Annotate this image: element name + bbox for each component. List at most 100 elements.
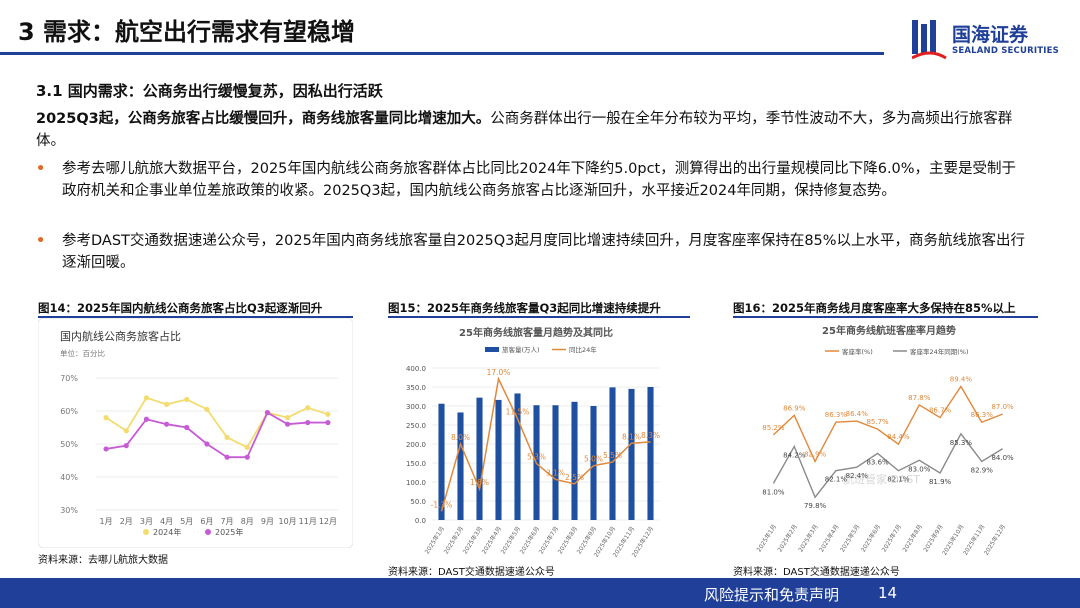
y-tick-label: 400.0 [406, 365, 426, 373]
data-label: 82.1% [887, 476, 910, 484]
y-tick-label: 350.0 [406, 384, 426, 392]
data-point [103, 415, 109, 421]
data-point [163, 401, 170, 407]
data-label: 8.3% [641, 431, 660, 440]
data-label: 85.3% [950, 439, 973, 447]
data-label: 86.3% [825, 411, 848, 419]
data-point [143, 395, 150, 401]
y-tick-label: 0.0 [415, 517, 426, 525]
x-tick-label: 1月 [100, 517, 113, 526]
legend-label: 2025年 [215, 527, 243, 537]
x-tick-label: 2025年2月 [776, 523, 799, 554]
x-tick-label: 9月 [261, 517, 274, 526]
y-tick-label: 100.0 [406, 479, 426, 487]
data-point [123, 443, 129, 449]
chart-title: 国内航线公商务旅客占比 [60, 329, 181, 343]
chart-business-share: 国内航线公商务旅客占比 单位：百分比 30% 40% 50% 60% 70% 1月 2月 3… [38, 318, 353, 548]
data-label: 2.5% [565, 473, 584, 482]
y-tick-label: 150.0 [406, 460, 426, 468]
figure-source: 资料来源：DAST交通数据速递公众号 [388, 567, 555, 578]
figure-source: 资料来源：去哪儿航旅大数据 [38, 555, 168, 566]
data-label: 84.4% [887, 433, 910, 441]
bar [457, 412, 464, 520]
y-tick-label: 200.0 [406, 441, 426, 449]
y-tick-label: 60% [60, 407, 78, 416]
series-line [772, 432, 1003, 499]
legend-marker [485, 347, 499, 352]
data-point [123, 428, 129, 434]
data-label: 86.9% [783, 404, 806, 412]
bar [495, 399, 502, 520]
bar [552, 405, 559, 520]
data-label: 81.9% [929, 478, 952, 486]
x-tick-label: 12月 [319, 517, 337, 526]
chart-title: 25年商务线航班客座率月趋势 [822, 324, 956, 337]
data-point [163, 421, 170, 427]
x-tick-label: 7月 [221, 517, 234, 526]
x-tick-label: 2025年4月 [817, 523, 840, 554]
bar [628, 388, 635, 520]
figure-source: 资料来源：DAST交通数据速递公众号 [733, 567, 900, 578]
chart-frame [38, 318, 353, 548]
data-point [325, 419, 331, 426]
data-label: 5.3% [527, 453, 546, 462]
intro-bold: 2025Q3起，公商务旅客占比缓慢回升，商务线旅客量同比增速加大。 [36, 111, 491, 127]
data-label: 87.8% [908, 394, 931, 402]
data-label: 86.3% [971, 411, 994, 419]
bullet-item: • 参考DAST交通数据速递公众号，2025年国内商务线旅客量自2025Q3起月… [36, 230, 1036, 274]
page-number: 14 [878, 584, 898, 602]
x-tick-label: 8月 [241, 517, 254, 526]
x-tick-label: 2025年9月 [922, 523, 945, 554]
x-tick-label: 11月 [299, 517, 317, 526]
x-tick-label: 4月 [160, 517, 173, 526]
x-tick-label: 6月 [200, 517, 213, 526]
page-title: 3 需求：航空出行需求有望稳增 [18, 18, 356, 46]
legend-label: 旅客量(万人) [502, 345, 540, 354]
x-tick-label: 3月 [140, 517, 153, 526]
data-label: 84.2% [783, 451, 806, 459]
figure-title: 图14：2025年国内航线公商务旅客占比Q3起逐渐回升 [38, 301, 323, 315]
legend-label: 客座率24年同期(%) [910, 347, 969, 356]
x-tick-label: 2025年8月 [901, 523, 924, 554]
data-label: 79.8% [804, 502, 827, 510]
x-tick-label: 2025年3月 [797, 523, 820, 554]
x-tick-label: 10月 [278, 517, 296, 526]
y-tick-label: 250.0 [406, 422, 426, 430]
y-tick-label: 30% [60, 506, 78, 515]
footer-bar [0, 578, 1080, 608]
data-point [224, 434, 230, 440]
bar [590, 406, 597, 520]
data-label: 82.9% [804, 450, 827, 458]
data-label: 5.0% [584, 455, 603, 464]
footer-disclaimer-link[interactable]: 风险提示和免责声明 [704, 586, 840, 604]
data-label: 8.1% [622, 432, 641, 441]
figure-title: 图16：2025年商务线月度客座率大多保持在85%以上 [733, 301, 1016, 315]
logo-text-cn: 国海证券 [952, 24, 1029, 46]
figure-rule [388, 316, 690, 318]
bullet-dot-icon: • [36, 161, 46, 177]
data-label: 86.7% [929, 407, 952, 415]
legend-marker [205, 529, 211, 535]
data-point [305, 419, 311, 426]
data-label: 86.4% [846, 410, 869, 418]
data-label: 82.1% [825, 476, 848, 484]
data-point [224, 454, 230, 460]
data-point [143, 416, 150, 422]
bullet-item: • 参考去哪儿航旅大数据平台，2025年国内航线公商务旅客群体占比同比2024年… [36, 158, 1036, 224]
data-point [325, 411, 331, 417]
y-tick-label: 70% [60, 374, 78, 383]
data-point [204, 441, 210, 447]
data-label: 11.5% [506, 408, 530, 417]
data-label: 3.1% [546, 468, 565, 477]
data-label: 81.0% [762, 488, 785, 496]
data-point [244, 454, 250, 460]
series-line [105, 411, 328, 459]
x-tick-label: 2025年1月 [755, 523, 778, 554]
data-label: 82.4% [846, 472, 869, 480]
y-tick-label: 300.0 [406, 403, 426, 411]
x-tick-label: 5月 [180, 517, 193, 526]
data-label: 17.0% [487, 368, 511, 377]
data-point [284, 421, 291, 427]
data-label: 82.9% [971, 466, 994, 474]
bullet-text: 参考去哪儿航旅大数据平台，2025年国内航线公商务旅客群体占比同比2024年下降… [62, 161, 1017, 199]
